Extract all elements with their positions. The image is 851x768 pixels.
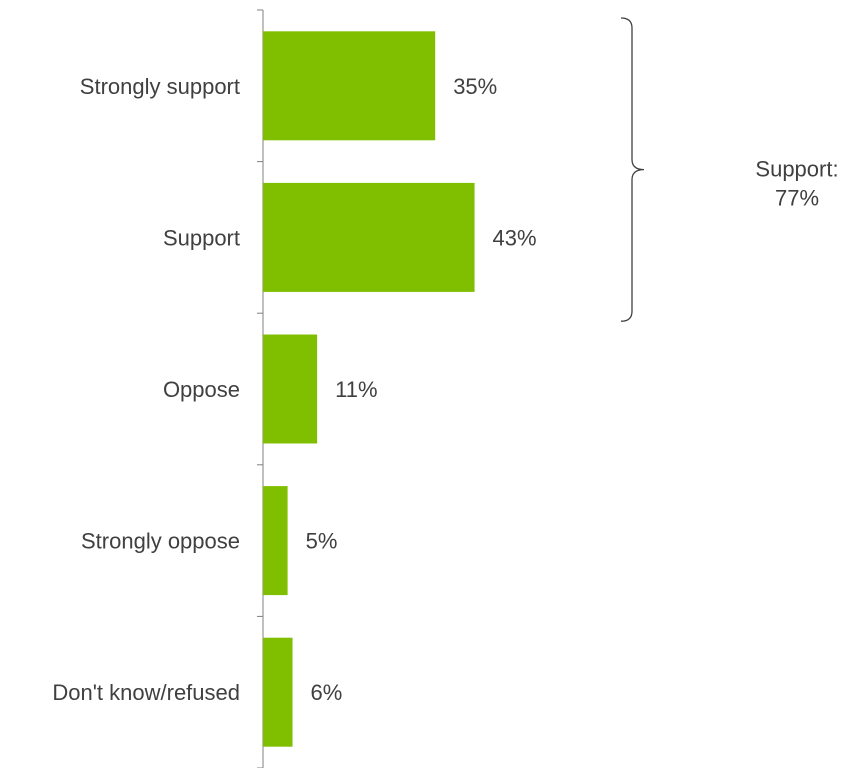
bracket-annotation [620,17,645,322]
annotation-layer: Support: 77% [620,17,839,322]
category-label-0: Strongly support [80,74,240,99]
category-label-2: Oppose [163,377,240,402]
bars-layer [263,31,475,747]
bar-4 [263,637,293,747]
labels-layer: Strongly support 35% Support 43% Oppose 11% St… [52,74,536,705]
bar-2 [263,334,318,444]
category-label-4: Don't know/refused [52,680,240,705]
value-label-0: 35% [453,74,497,99]
axis-layer [257,9,264,768]
bar-3 [263,486,288,596]
bar-0 [263,31,436,141]
bracket-label-line-0: Support: [755,157,838,182]
category-label-3: Strongly oppose [81,529,240,554]
value-label-1: 43% [493,225,537,250]
category-label-1: Support [163,225,240,250]
value-label-3: 5% [306,529,338,554]
value-label-2: 11% [335,377,377,402]
bar-1 [263,182,475,292]
value-label-4: 6% [311,680,343,705]
bracket-label-line-1: 77% [775,186,819,211]
